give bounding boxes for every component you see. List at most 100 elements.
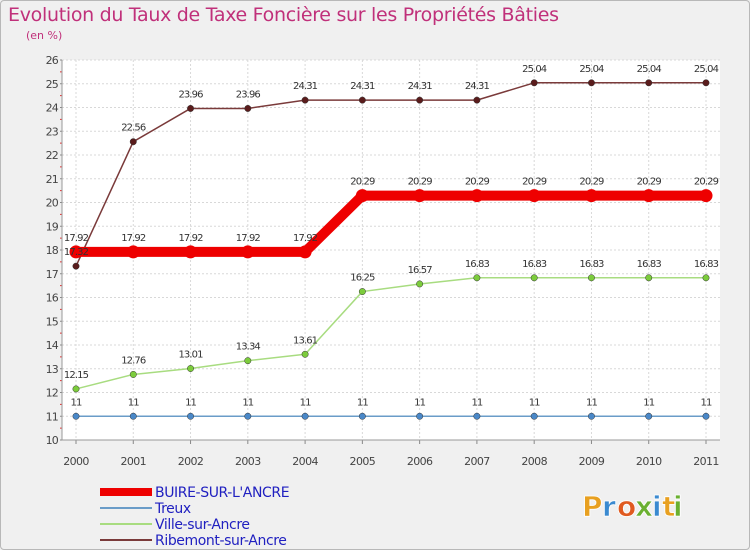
data-label: 16.83 xyxy=(637,259,662,270)
x-tick-label: 2008 xyxy=(521,455,547,468)
data-point xyxy=(645,412,653,420)
data-point xyxy=(358,96,366,104)
y-tick-label: 12 xyxy=(46,387,58,400)
data-point xyxy=(129,138,137,146)
data-point xyxy=(588,412,595,420)
data-point xyxy=(129,412,137,420)
data-point xyxy=(355,189,369,203)
data-label: 24.31 xyxy=(293,81,318,92)
logo-letter: x xyxy=(635,490,653,523)
data-label: 16.57 xyxy=(408,265,433,276)
data-point xyxy=(413,189,427,203)
data-point xyxy=(702,412,710,420)
data-label-layer: 11 11 11 11 11 11 11 11 11 11 11 11 12.15 12.76 13.01 1… xyxy=(64,64,720,408)
data-label: 22.56 xyxy=(121,123,146,134)
data-label: 11 xyxy=(185,397,196,408)
data-label: 17.92 xyxy=(178,233,203,244)
legend-label: Ribemont-sur-Ancre xyxy=(155,533,287,549)
x-tick-label: 2001 xyxy=(120,455,146,468)
y-tick-label: 17 xyxy=(46,268,59,281)
data-point xyxy=(702,79,710,87)
data-point xyxy=(358,288,366,296)
data-label: 11 xyxy=(71,397,82,408)
data-point xyxy=(69,245,83,259)
data-label: 12.15 xyxy=(64,370,89,381)
x-tick-label: 2006 xyxy=(407,455,433,468)
data-point xyxy=(584,189,598,203)
x-tick-label: 2003 xyxy=(235,455,261,468)
data-point xyxy=(184,245,198,259)
data-label: 17.32 xyxy=(64,247,89,258)
data-point xyxy=(473,412,481,420)
axes: 10 11 12 13 14 15 16 17 18 19 20 21 22 23 24 25 26 2000 20… xyxy=(46,54,720,468)
data-label: 13.01 xyxy=(178,350,203,361)
data-label: 20.29 xyxy=(579,177,604,188)
data-label: 17.92 xyxy=(64,233,89,244)
data-label: 16.83 xyxy=(579,259,604,270)
data-label: 24.31 xyxy=(408,81,433,92)
data-point xyxy=(699,189,713,203)
x-tick-label: 2007 xyxy=(464,455,490,468)
data-point xyxy=(702,274,710,282)
y-tick-label: 19 xyxy=(46,220,59,233)
data-point xyxy=(72,412,80,420)
data-label: 16.83 xyxy=(694,259,719,270)
data-label: 11 xyxy=(471,397,482,408)
y-tick-label: 18 xyxy=(46,244,59,257)
y-tick-label: 21 xyxy=(46,173,58,186)
y-tick-label: 14 xyxy=(46,339,59,352)
y-tick-label: 24 xyxy=(46,102,59,115)
data-label: 13.34 xyxy=(236,342,261,353)
data-point xyxy=(416,280,424,288)
data-label: 16.83 xyxy=(522,259,547,270)
data-label: 25.04 xyxy=(637,64,662,75)
y-tick-label: 25 xyxy=(46,78,59,91)
data-label: 20.29 xyxy=(694,177,719,188)
x-tick-label: 2009 xyxy=(579,455,605,468)
data-label: 17.92 xyxy=(121,233,146,244)
y-tick-label: 10 xyxy=(46,434,59,447)
series-line-3 xyxy=(75,82,707,267)
data-point xyxy=(301,96,309,104)
data-label: 20.29 xyxy=(350,177,375,188)
data-label: 11 xyxy=(242,397,253,408)
data-label: 17.92 xyxy=(293,233,318,244)
data-point xyxy=(530,412,538,420)
data-label: 11 xyxy=(128,397,139,408)
data-label: 20.29 xyxy=(408,177,433,188)
data-label: 11 xyxy=(529,397,540,408)
data-label: 25.04 xyxy=(694,64,719,75)
data-point xyxy=(72,385,80,393)
data-label: 24.31 xyxy=(350,81,375,92)
data-point xyxy=(645,79,653,87)
data-label: 17.92 xyxy=(236,233,261,244)
y-tick-label: 23 xyxy=(46,125,59,138)
data-label: 20.29 xyxy=(522,177,547,188)
data-label: 13.61 xyxy=(293,335,318,346)
logo-letter: i xyxy=(673,490,683,523)
logo-letter: i xyxy=(652,490,662,523)
x-tick-label: 2010 xyxy=(636,455,662,468)
data-point xyxy=(301,350,309,358)
data-label: 25.04 xyxy=(522,64,547,75)
logo-letter: r xyxy=(602,490,616,523)
x-tick-label: 2004 xyxy=(292,455,318,468)
data-label: 11 xyxy=(643,397,654,408)
series-layer xyxy=(69,79,713,420)
series-line-2 xyxy=(75,277,707,390)
data-point xyxy=(642,189,656,203)
data-point xyxy=(126,245,140,259)
data-point xyxy=(187,105,194,112)
legend-label: Treux xyxy=(154,501,191,517)
legend-label: BUIRE-SUR-L'ANCRE xyxy=(155,485,289,501)
chart-title: Evolution du Taux de Taxe Foncière sur l… xyxy=(8,4,559,26)
data-label: 11 xyxy=(701,397,712,408)
data-point xyxy=(244,357,252,365)
data-label: 20.29 xyxy=(465,177,490,188)
data-label: 11 xyxy=(586,397,597,408)
data-point xyxy=(72,262,80,270)
y-tick-label: 15 xyxy=(46,315,59,328)
x-tick-label: 2005 xyxy=(350,455,376,468)
data-point xyxy=(129,371,137,378)
